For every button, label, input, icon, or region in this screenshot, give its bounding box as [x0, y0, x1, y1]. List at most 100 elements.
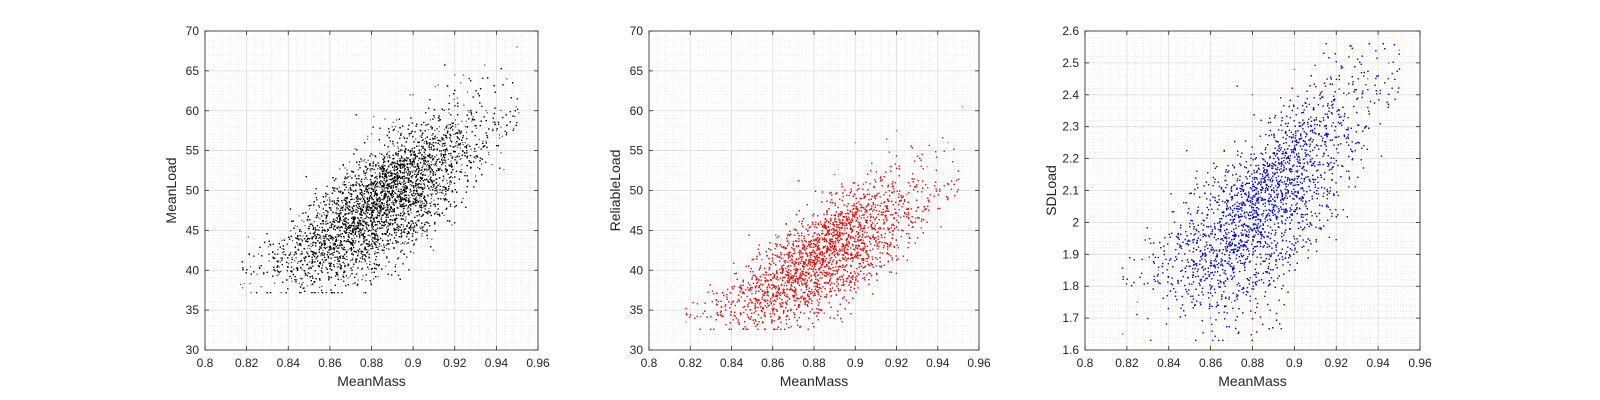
data-point — [386, 156, 389, 158]
data-point — [424, 153, 426, 155]
data-point — [460, 82, 462, 84]
data-point — [419, 199, 421, 201]
data-point — [352, 235, 355, 237]
data-point — [402, 210, 404, 212]
data-point — [438, 168, 441, 170]
data-point — [393, 230, 395, 232]
data-point — [312, 241, 314, 243]
data-point — [410, 220, 412, 222]
data-point — [418, 168, 420, 170]
data-point — [413, 165, 415, 167]
data-point — [360, 207, 362, 209]
data-point — [361, 279, 363, 281]
data-point — [375, 197, 377, 199]
data-point — [329, 242, 331, 244]
data-point — [350, 226, 352, 228]
data-point — [398, 165, 400, 167]
data-point — [345, 206, 347, 208]
data-point — [402, 145, 404, 147]
data-point — [398, 229, 401, 231]
data-point — [361, 205, 363, 207]
data-point — [337, 233, 339, 236]
data-point — [396, 186, 398, 188]
data-point — [401, 165, 403, 167]
data-point — [371, 182, 373, 184]
data-point — [313, 221, 315, 223]
data-point — [366, 171, 368, 173]
data-point — [465, 131, 468, 134]
data-point — [405, 196, 407, 198]
data-point — [399, 202, 401, 205]
data-point — [382, 163, 384, 166]
data-point — [357, 200, 359, 202]
data-point — [337, 266, 340, 268]
data-point — [318, 265, 321, 267]
data-point — [402, 226, 404, 228]
data-point — [380, 186, 383, 188]
data-point — [416, 238, 418, 240]
data-point — [386, 229, 388, 231]
data-point — [268, 260, 270, 262]
data-point — [369, 245, 371, 247]
data-point — [352, 224, 354, 227]
data-point — [352, 266, 354, 268]
data-point — [323, 214, 325, 216]
data-point — [402, 171, 404, 174]
data-point — [310, 237, 312, 239]
data-point — [335, 213, 338, 215]
data-point — [448, 164, 451, 166]
data-point — [431, 195, 433, 197]
data-point — [330, 207, 332, 209]
data-point — [339, 267, 341, 269]
data-point — [404, 185, 406, 187]
data-point — [307, 227, 309, 230]
data-point — [377, 236, 379, 238]
data-point — [453, 133, 455, 135]
data-point — [412, 198, 415, 200]
data-point — [449, 184, 451, 186]
data-point — [424, 231, 426, 233]
data-point — [304, 275, 306, 277]
data-point — [308, 208, 311, 210]
data-point — [349, 212, 351, 214]
data-point — [354, 223, 356, 225]
data-point — [431, 157, 433, 159]
data-point — [377, 205, 379, 207]
data-point — [398, 199, 400, 201]
data-point — [429, 154, 431, 156]
data-point — [424, 187, 426, 189]
data-point — [376, 193, 378, 195]
data-point — [369, 218, 371, 220]
data-point — [415, 196, 417, 198]
data-point — [399, 164, 401, 167]
data-point — [366, 204, 368, 206]
data-point — [295, 232, 297, 234]
data-point — [414, 226, 416, 229]
data-point — [400, 192, 402, 194]
data-point — [409, 94, 411, 96]
data-point — [380, 216, 382, 219]
data-point — [383, 203, 385, 205]
data-point — [443, 139, 445, 141]
data-point — [291, 256, 293, 258]
data-point — [384, 213, 387, 215]
data-point — [345, 252, 347, 254]
data-point — [326, 233, 328, 235]
data-point — [417, 186, 419, 188]
data-point — [356, 182, 358, 184]
data-point — [257, 253, 260, 255]
data-point — [426, 231, 428, 233]
data-point — [377, 246, 379, 248]
data-point — [441, 160, 443, 162]
data-point — [442, 145, 444, 148]
data-point — [369, 230, 371, 232]
data-point — [398, 188, 400, 190]
data-point — [324, 235, 326, 238]
data-point — [398, 195, 400, 197]
data-point — [295, 251, 297, 253]
data-point — [360, 180, 362, 182]
data-point — [353, 198, 355, 201]
data-point — [383, 252, 385, 254]
data-point — [437, 192, 439, 194]
data-point — [431, 201, 433, 203]
